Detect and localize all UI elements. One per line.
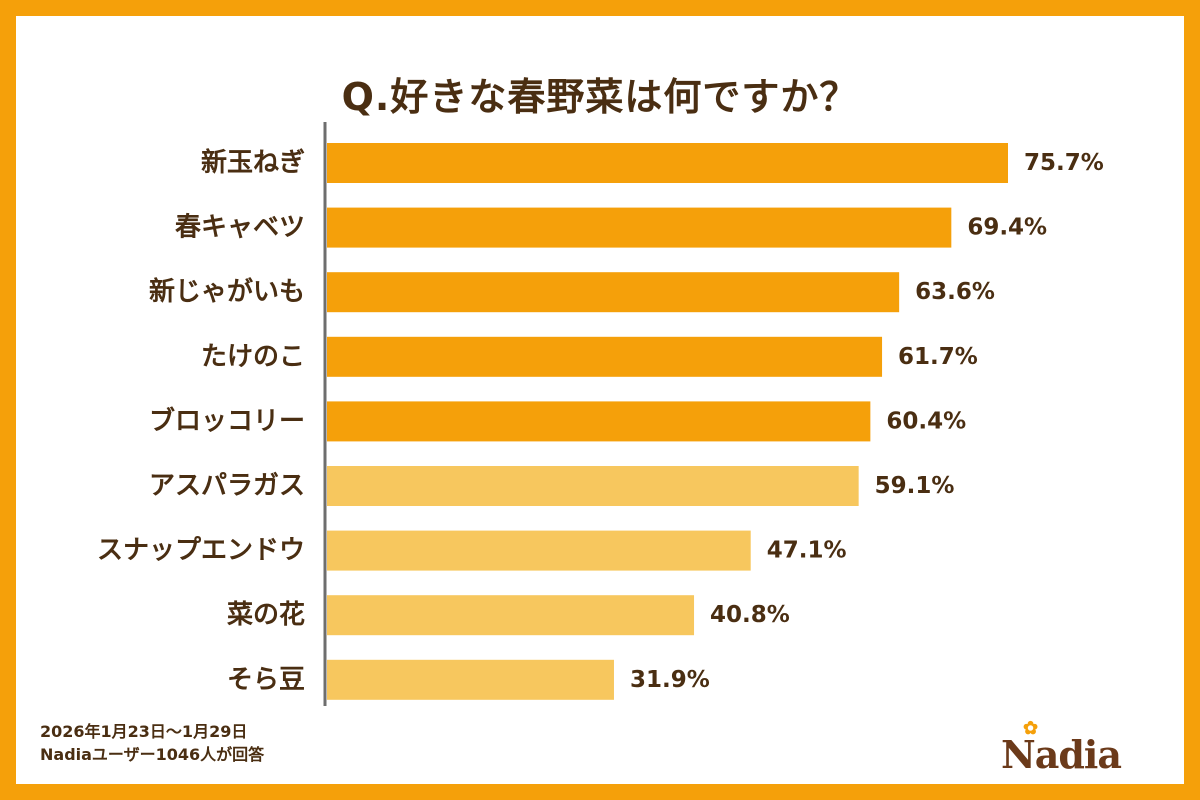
chart-card: Q.好きな春野菜は何ですか？ 新玉ねぎ 75.7% 春キャベツ 69.4% 新じゃがいも… (16, 16, 1184, 784)
bar-chart: 新玉ねぎ 75.7% 春キャベツ 69.4% 新じゃがいも 63.6% たけのこ 61.7% ブ… (97, 122, 1104, 706)
nadia-logo: ✿ Nadia (1001, 718, 1122, 777)
value-label: 61.7% (898, 344, 978, 370)
value-label: 60.4% (886, 408, 966, 434)
category-label: そら豆 (227, 665, 305, 695)
category-label: たけのこ (201, 342, 305, 372)
category-label: アスパラガス (149, 471, 305, 501)
survey-respondents: Nadiaユーザー1046人が回答 (40, 745, 265, 764)
value-label: 47.1% (767, 538, 847, 564)
value-label: 75.7% (1024, 150, 1104, 176)
flower-icon: ✿ (1023, 718, 1038, 739)
bar (327, 401, 871, 442)
category-label: 菜の花 (226, 600, 305, 630)
bar (327, 143, 1008, 183)
category-label: 新じゃがいも (149, 276, 305, 307)
bar (327, 595, 695, 636)
value-label: 40.8% (710, 602, 790, 628)
value-label: 69.4% (967, 215, 1047, 241)
chart-title: Q.好きな春野菜は何ですか？ (341, 75, 859, 119)
value-label: 31.9% (630, 667, 710, 693)
survey-period: 2026年1月23日～1月29日 (40, 722, 248, 741)
value-label: 59.1% (875, 473, 955, 499)
bar (327, 659, 614, 700)
bar (327, 336, 883, 377)
bar (327, 530, 751, 571)
value-label: 63.6% (915, 279, 995, 305)
category-label: ブロッコリー (149, 405, 305, 436)
footnote: 2026年1月23日～1月29日 Nadiaユーザー1046人が回答 (40, 720, 264, 766)
bar (327, 272, 900, 313)
category-label: 春キャベツ (175, 213, 305, 243)
bar (327, 466, 859, 506)
category-label: 新玉ねぎ (201, 147, 305, 178)
category-label: スナップエンドウ (97, 536, 305, 566)
logo-text: Nadia (1001, 732, 1122, 777)
bar (327, 207, 952, 248)
